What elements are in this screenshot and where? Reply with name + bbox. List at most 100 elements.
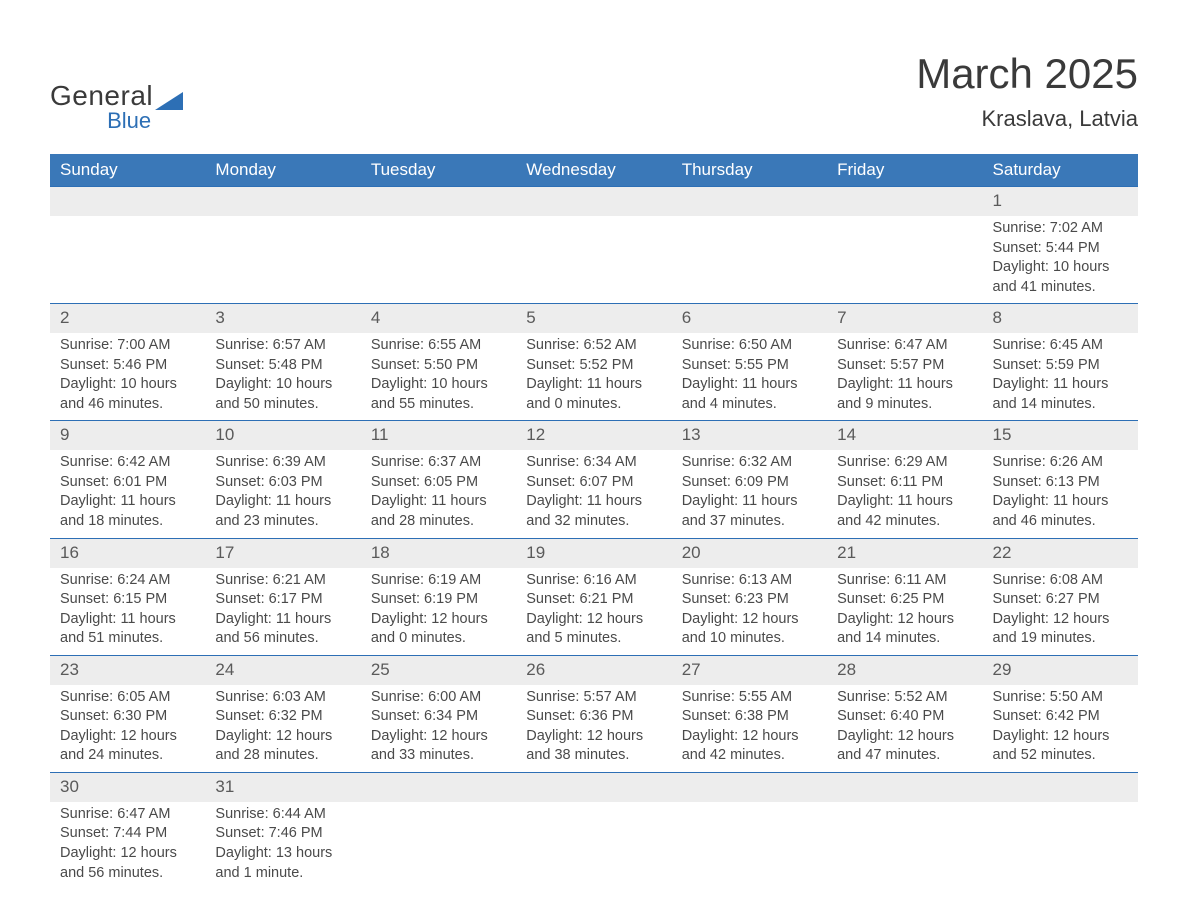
day-number-row: 2345678 xyxy=(50,304,1138,333)
daylight: Daylight: 12 hours and 24 minutes. xyxy=(60,727,195,766)
daylight: Daylight: 11 hours and 37 minutes. xyxy=(682,492,817,531)
empty-cell xyxy=(50,216,205,304)
sunrise: Sunrise: 6:52 AM xyxy=(526,336,661,356)
empty-cell xyxy=(516,216,671,304)
day-cell: Sunrise: 6:03 AMSunset: 6:32 PMDaylight:… xyxy=(205,685,360,773)
daylight: Daylight: 11 hours and 9 minutes. xyxy=(837,375,972,414)
daylight: Daylight: 11 hours and 14 minutes. xyxy=(993,375,1128,414)
daylight: Daylight: 12 hours and 52 minutes. xyxy=(993,727,1128,766)
weekday-header: Sunday xyxy=(50,154,205,187)
day-cell: Sunrise: 6:19 AMSunset: 6:19 PMDaylight:… xyxy=(361,568,516,656)
title-block: March 2025 Kraslava, Latvia xyxy=(916,50,1138,132)
empty-cell xyxy=(827,772,982,801)
empty-cell xyxy=(516,802,671,889)
sunset: Sunset: 7:44 PM xyxy=(60,824,195,844)
sunrise: Sunrise: 6:13 AM xyxy=(682,571,817,591)
header: General Blue March 2025 Kraslava, Latvia xyxy=(50,50,1138,134)
day-cell: Sunrise: 6:37 AMSunset: 6:05 PMDaylight:… xyxy=(361,450,516,538)
weekday-header: Thursday xyxy=(672,154,827,187)
day-number: 29 xyxy=(983,655,1138,684)
day-number: 27 xyxy=(672,655,827,684)
sunrise: Sunrise: 6:32 AM xyxy=(682,453,817,473)
sunrise: Sunrise: 6:24 AM xyxy=(60,571,195,591)
empty-cell xyxy=(205,216,360,304)
daylight: Daylight: 11 hours and 46 minutes. xyxy=(993,492,1128,531)
day-number: 1 xyxy=(983,187,1138,216)
day-data-row: Sunrise: 7:02 AMSunset: 5:44 PMDaylight:… xyxy=(50,216,1138,304)
empty-cell xyxy=(361,802,516,889)
empty-cell xyxy=(361,216,516,304)
day-cell: Sunrise: 6:52 AMSunset: 5:52 PMDaylight:… xyxy=(516,333,671,421)
empty-cell xyxy=(50,187,205,216)
daylight: Daylight: 10 hours and 46 minutes. xyxy=(60,375,195,414)
day-number: 19 xyxy=(516,538,671,567)
daylight: Daylight: 11 hours and 0 minutes. xyxy=(526,375,661,414)
day-data-row: Sunrise: 6:05 AMSunset: 6:30 PMDaylight:… xyxy=(50,685,1138,773)
sunrise: Sunrise: 6:39 AM xyxy=(215,453,350,473)
sunset: Sunset: 6:34 PM xyxy=(371,707,506,727)
sunrise: Sunrise: 5:57 AM xyxy=(526,688,661,708)
day-cell: Sunrise: 7:02 AMSunset: 5:44 PMDaylight:… xyxy=(983,216,1138,304)
sunset: Sunset: 6:38 PM xyxy=(682,707,817,727)
empty-cell xyxy=(827,216,982,304)
sunset: Sunset: 5:44 PM xyxy=(993,239,1128,259)
sunset: Sunset: 6:42 PM xyxy=(993,707,1128,727)
daylight: Daylight: 11 hours and 18 minutes. xyxy=(60,492,195,531)
empty-cell xyxy=(983,772,1138,801)
sunset: Sunset: 6:30 PM xyxy=(60,707,195,727)
day-number: 22 xyxy=(983,538,1138,567)
day-cell: Sunrise: 6:47 AMSunset: 7:44 PMDaylight:… xyxy=(50,802,205,889)
day-number: 31 xyxy=(205,772,360,801)
day-cell: Sunrise: 7:00 AMSunset: 5:46 PMDaylight:… xyxy=(50,333,205,421)
day-number: 13 xyxy=(672,421,827,450)
daylight: Daylight: 10 hours and 50 minutes. xyxy=(215,375,350,414)
calendar-table: SundayMondayTuesdayWednesdayThursdayFrid… xyxy=(50,154,1138,889)
sunset: Sunset: 5:57 PM xyxy=(837,356,972,376)
day-number-row: 3031 xyxy=(50,772,1138,801)
sunrise: Sunrise: 6:21 AM xyxy=(215,571,350,591)
sunset: Sunset: 5:52 PM xyxy=(526,356,661,376)
sunrise: Sunrise: 5:55 AM xyxy=(682,688,817,708)
daylight: Daylight: 11 hours and 28 minutes. xyxy=(371,492,506,531)
sunrise: Sunrise: 6:37 AM xyxy=(371,453,506,473)
sunrise: Sunrise: 6:03 AM xyxy=(215,688,350,708)
day-cell: Sunrise: 6:50 AMSunset: 5:55 PMDaylight:… xyxy=(672,333,827,421)
daylight: Daylight: 12 hours and 0 minutes. xyxy=(371,610,506,649)
day-cell: Sunrise: 6:47 AMSunset: 5:57 PMDaylight:… xyxy=(827,333,982,421)
day-cell: Sunrise: 6:57 AMSunset: 5:48 PMDaylight:… xyxy=(205,333,360,421)
daylight: Daylight: 12 hours and 56 minutes. xyxy=(60,844,195,883)
day-cell: Sunrise: 5:55 AMSunset: 6:38 PMDaylight:… xyxy=(672,685,827,773)
sunrise: Sunrise: 6:50 AM xyxy=(682,336,817,356)
empty-cell xyxy=(672,802,827,889)
day-cell: Sunrise: 6:13 AMSunset: 6:23 PMDaylight:… xyxy=(672,568,827,656)
day-number: 3 xyxy=(205,304,360,333)
empty-cell xyxy=(827,802,982,889)
day-cell: Sunrise: 6:00 AMSunset: 6:34 PMDaylight:… xyxy=(361,685,516,773)
daylight: Daylight: 11 hours and 23 minutes. xyxy=(215,492,350,531)
sunrise: Sunrise: 5:50 AM xyxy=(993,688,1128,708)
day-cell: Sunrise: 6:39 AMSunset: 6:03 PMDaylight:… xyxy=(205,450,360,538)
day-cell: Sunrise: 5:57 AMSunset: 6:36 PMDaylight:… xyxy=(516,685,671,773)
sunset: Sunset: 6:17 PM xyxy=(215,590,350,610)
sunrise: Sunrise: 6:00 AM xyxy=(371,688,506,708)
weekday-header: Wednesday xyxy=(516,154,671,187)
day-number: 2 xyxy=(50,304,205,333)
sunset: Sunset: 6:03 PM xyxy=(215,473,350,493)
sunrise: Sunrise: 6:47 AM xyxy=(60,805,195,825)
sunrise: Sunrise: 6:08 AM xyxy=(993,571,1128,591)
day-number: 16 xyxy=(50,538,205,567)
weekday-header: Tuesday xyxy=(361,154,516,187)
location: Kraslava, Latvia xyxy=(916,106,1138,132)
sunset: Sunset: 6:32 PM xyxy=(215,707,350,727)
daylight: Daylight: 11 hours and 56 minutes. xyxy=(215,610,350,649)
sunset: Sunset: 5:48 PM xyxy=(215,356,350,376)
day-number-row: 16171819202122 xyxy=(50,538,1138,567)
sunset: Sunset: 7:46 PM xyxy=(215,824,350,844)
sunset: Sunset: 5:59 PM xyxy=(993,356,1128,376)
sunrise: Sunrise: 6:55 AM xyxy=(371,336,506,356)
sunset: Sunset: 5:55 PM xyxy=(682,356,817,376)
sunset: Sunset: 6:36 PM xyxy=(526,707,661,727)
day-number: 6 xyxy=(672,304,827,333)
empty-cell xyxy=(672,216,827,304)
day-number-row: 9101112131415 xyxy=(50,421,1138,450)
